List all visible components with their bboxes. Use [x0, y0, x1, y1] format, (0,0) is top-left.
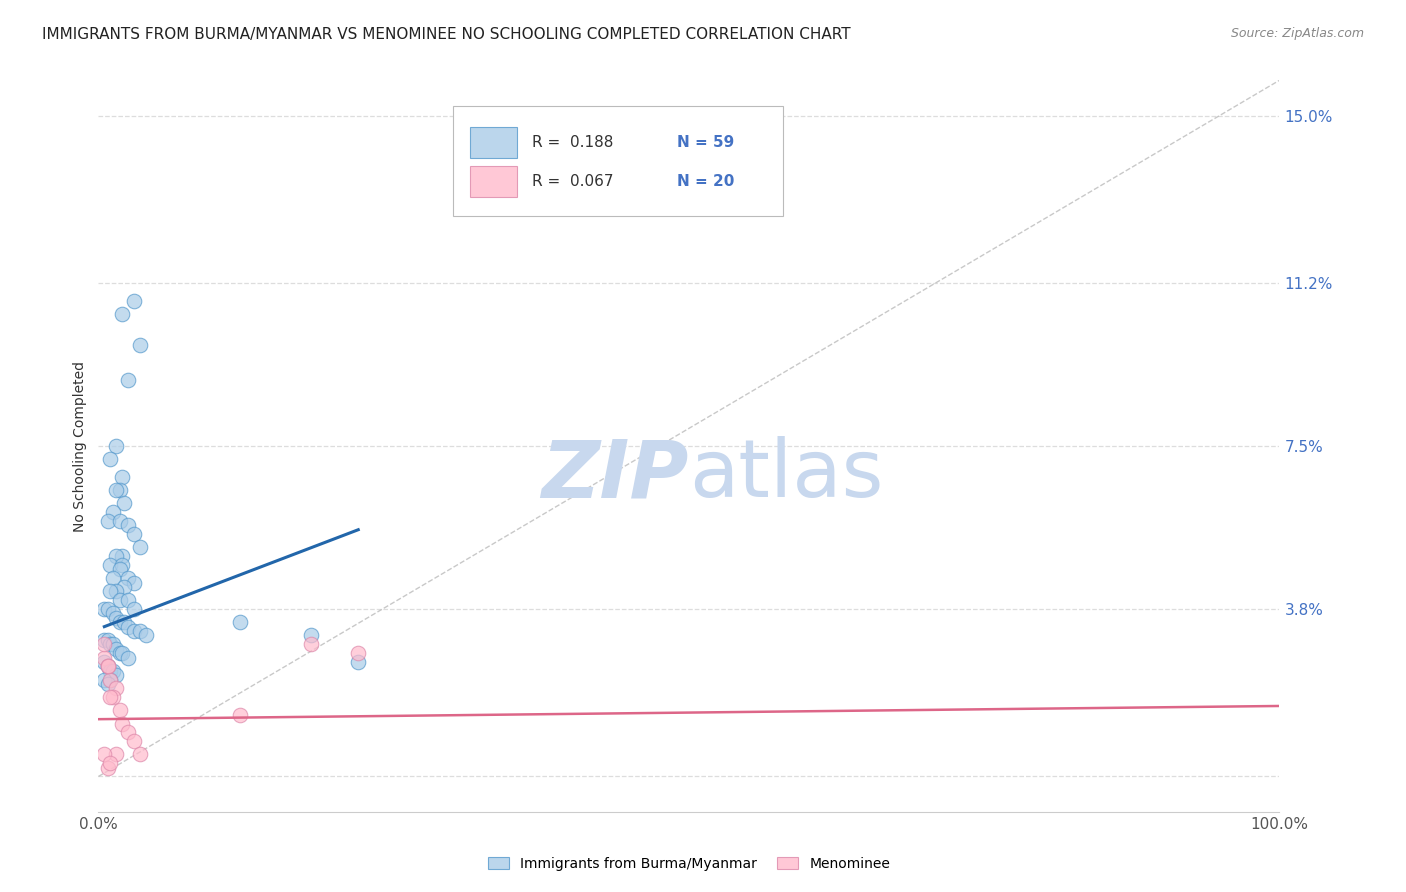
Point — [105, 668, 128, 682]
Point — [101, 664, 124, 678]
Point — [117, 518, 139, 533]
Point — [108, 593, 131, 607]
Point — [122, 624, 145, 638]
Point — [93, 747, 115, 762]
Point — [122, 575, 145, 590]
Text: N = 20: N = 20 — [678, 174, 734, 189]
Point — [97, 632, 120, 647]
Point — [101, 690, 124, 705]
Point — [97, 761, 120, 775]
Point — [98, 584, 121, 599]
Point — [122, 602, 145, 616]
Point — [93, 673, 115, 687]
Point — [98, 673, 121, 687]
Point — [97, 659, 120, 673]
Point — [108, 615, 131, 630]
Point — [111, 470, 134, 484]
Point — [101, 637, 124, 651]
Text: N = 59: N = 59 — [678, 135, 734, 150]
Point — [105, 611, 128, 625]
Point — [122, 293, 145, 308]
Point — [299, 637, 322, 651]
Point — [122, 734, 145, 748]
Point — [108, 703, 131, 717]
Text: IMMIGRANTS FROM BURMA/MYANMAR VS MENOMINEE NO SCHOOLING COMPLETED CORRELATION CH: IMMIGRANTS FROM BURMA/MYANMAR VS MENOMIN… — [42, 27, 851, 42]
Point — [108, 483, 131, 497]
Point — [112, 580, 135, 594]
Point — [97, 602, 120, 616]
Point — [105, 439, 128, 453]
Point — [105, 549, 128, 563]
Point — [98, 637, 121, 651]
Point — [117, 593, 139, 607]
Point — [117, 650, 139, 665]
Point — [229, 615, 252, 630]
Point — [135, 628, 157, 642]
Point — [98, 558, 121, 572]
Point — [347, 646, 370, 660]
Point — [97, 659, 120, 673]
Point — [105, 681, 128, 696]
Text: R =  0.188: R = 0.188 — [531, 135, 613, 150]
Point — [105, 641, 128, 656]
Point — [111, 646, 134, 660]
Text: ZIP: ZIP — [541, 436, 689, 515]
Point — [105, 483, 128, 497]
Point — [111, 716, 134, 731]
Point — [93, 632, 115, 647]
Point — [97, 677, 120, 691]
Point — [93, 650, 115, 665]
Point — [93, 655, 115, 669]
Point — [117, 725, 139, 739]
Text: atlas: atlas — [689, 436, 883, 515]
Point — [117, 373, 139, 387]
Point — [101, 571, 124, 585]
Point — [112, 615, 135, 630]
Point — [101, 607, 124, 621]
Point — [98, 452, 121, 467]
Point — [97, 514, 120, 528]
Point — [101, 505, 124, 519]
Point — [347, 655, 370, 669]
Point — [98, 690, 121, 705]
Point — [105, 584, 128, 599]
FancyBboxPatch shape — [471, 166, 516, 196]
Point — [108, 646, 131, 660]
Legend: Immigrants from Burma/Myanmar, Menominee: Immigrants from Burma/Myanmar, Menominee — [488, 856, 890, 871]
Point — [108, 562, 131, 576]
Point — [93, 637, 115, 651]
FancyBboxPatch shape — [471, 127, 516, 158]
FancyBboxPatch shape — [453, 106, 783, 216]
Point — [299, 628, 322, 642]
Point — [122, 527, 145, 541]
Point — [97, 659, 120, 673]
Point — [128, 624, 150, 638]
Point — [229, 707, 252, 722]
Point — [128, 541, 150, 555]
Text: Source: ZipAtlas.com: Source: ZipAtlas.com — [1230, 27, 1364, 40]
Y-axis label: No Schooling Completed: No Schooling Completed — [73, 360, 87, 532]
Point — [112, 496, 135, 510]
Point — [98, 664, 121, 678]
Point — [98, 756, 121, 771]
Point — [117, 620, 139, 634]
Point — [128, 337, 150, 351]
Point — [111, 549, 134, 563]
Point — [111, 307, 134, 321]
Point — [93, 602, 115, 616]
Point — [128, 747, 150, 762]
Point — [117, 571, 139, 585]
Point — [98, 673, 121, 687]
Point — [108, 514, 131, 528]
Point — [111, 558, 134, 572]
Point — [105, 747, 128, 762]
Text: R =  0.067: R = 0.067 — [531, 174, 613, 189]
